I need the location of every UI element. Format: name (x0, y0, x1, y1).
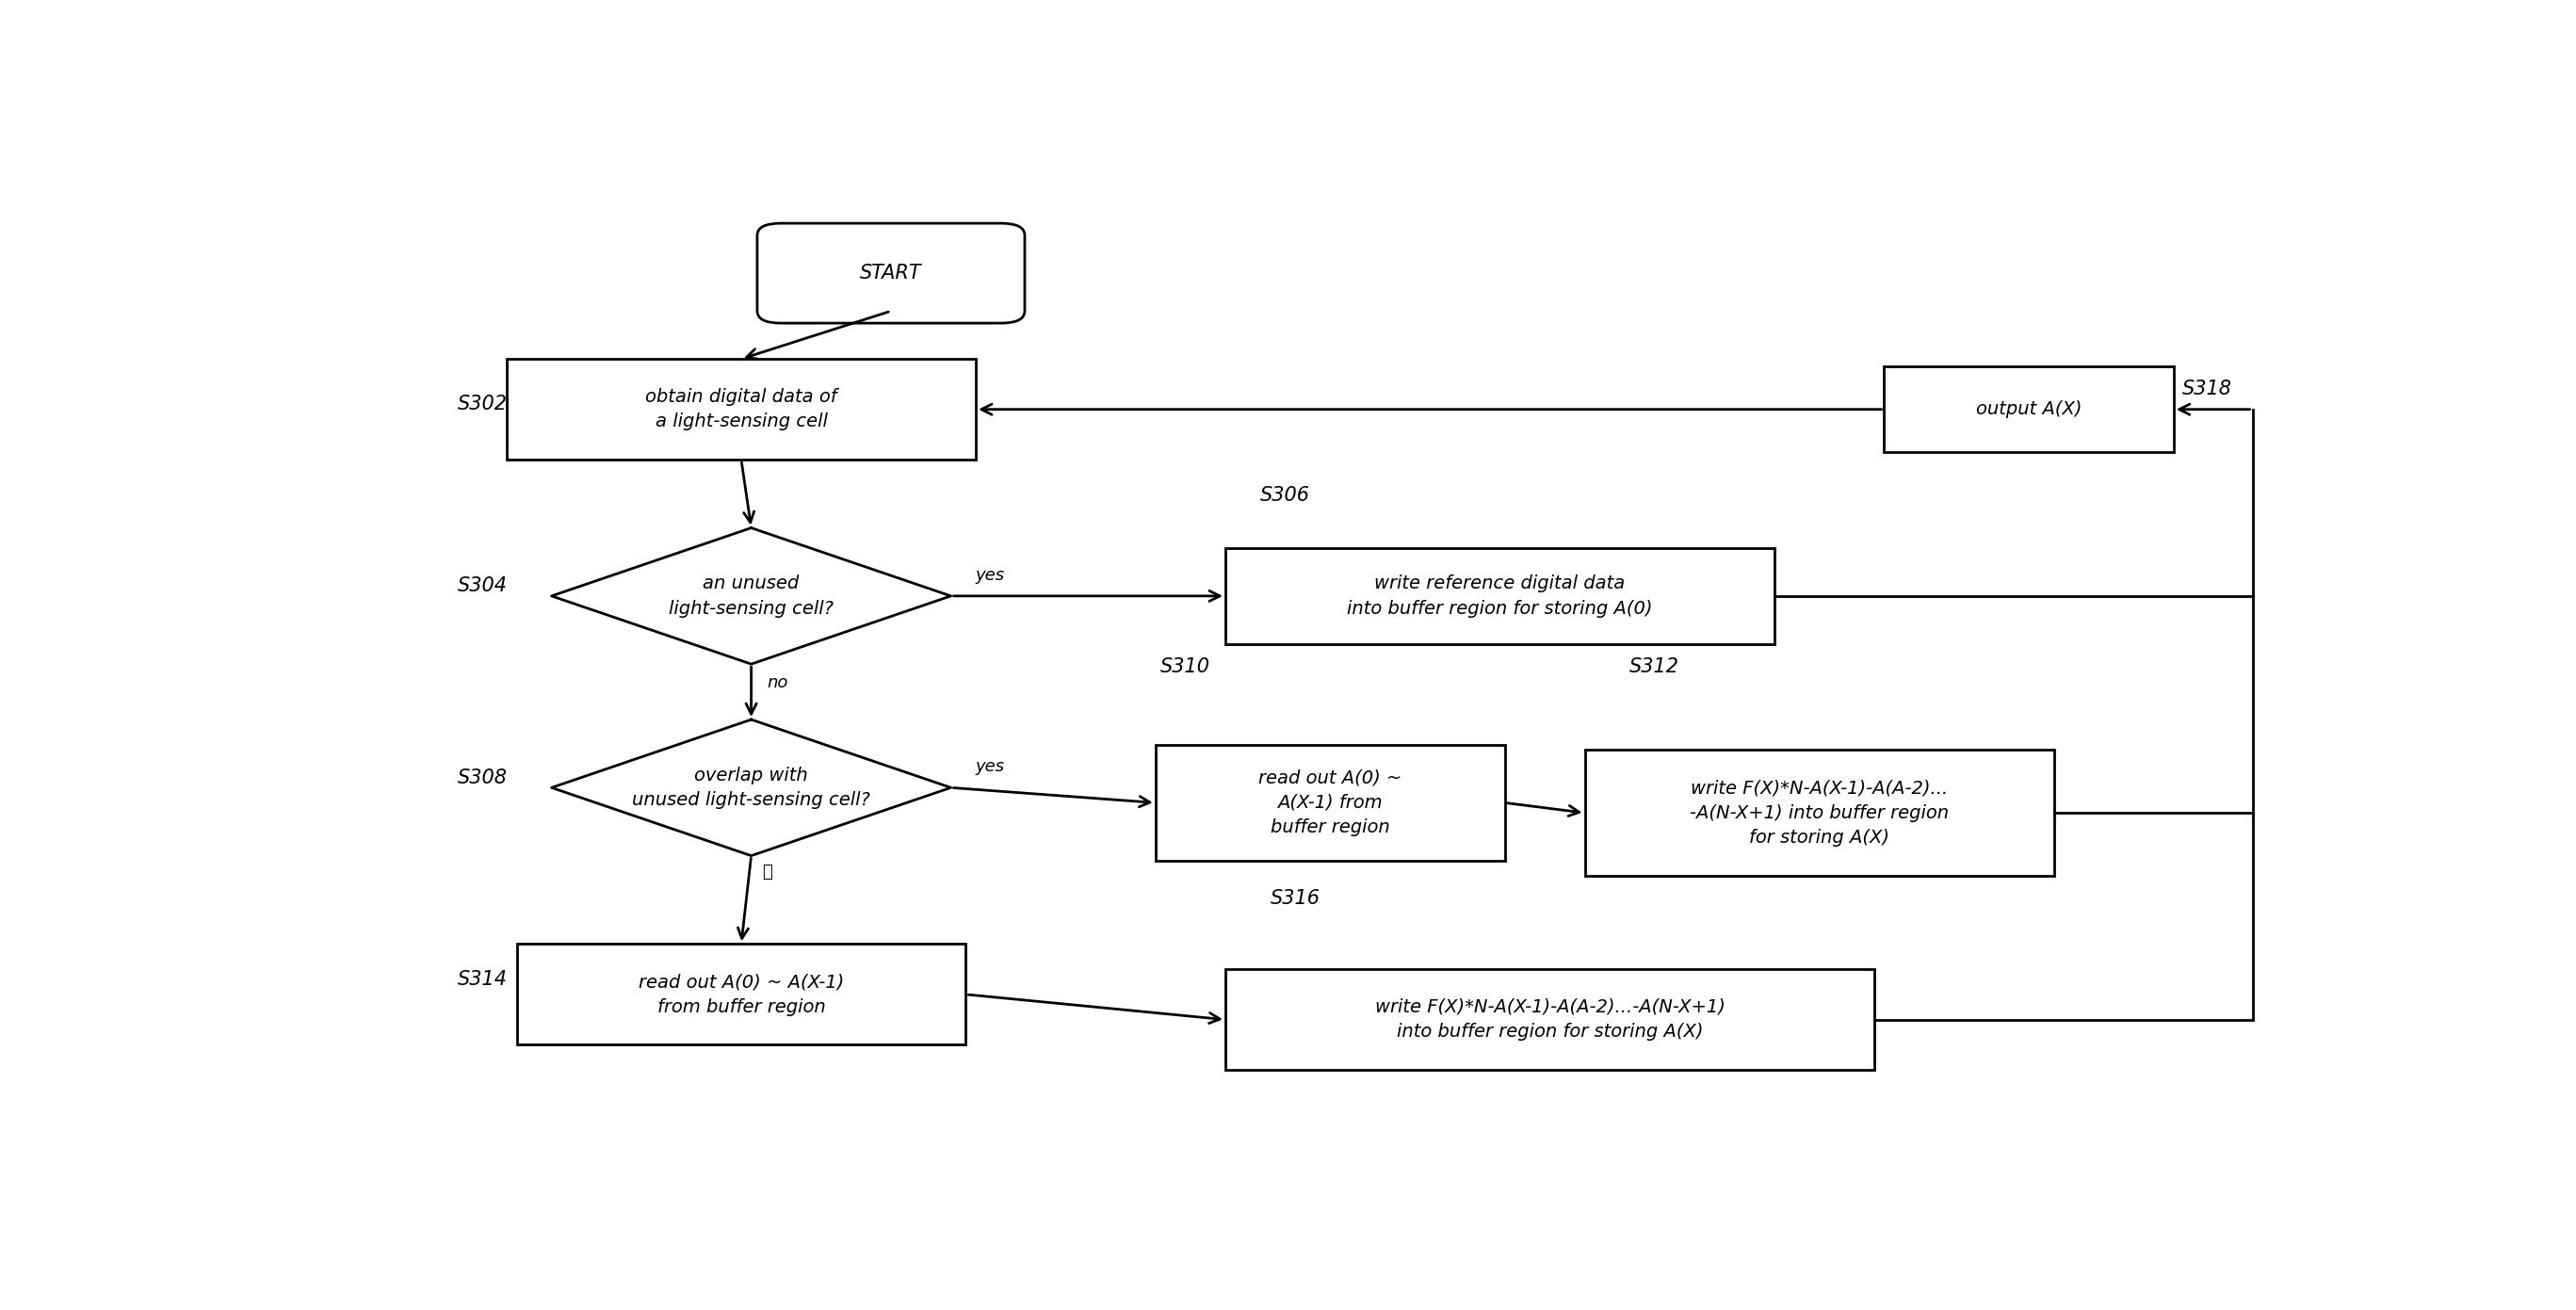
FancyBboxPatch shape (1883, 367, 2174, 452)
Text: 否: 否 (762, 863, 773, 880)
Text: S310: S310 (1159, 658, 1211, 676)
Text: S308: S308 (459, 768, 507, 787)
Text: S306: S306 (1260, 486, 1311, 504)
FancyBboxPatch shape (757, 223, 1025, 324)
Text: S302: S302 (459, 394, 507, 414)
FancyBboxPatch shape (1584, 749, 2053, 876)
Text: S314: S314 (459, 969, 507, 989)
FancyBboxPatch shape (507, 359, 976, 460)
Text: write F(X)*N-A(X-1)-A(A-2)...-A(N-X+1)
into buffer region for storing A(X): write F(X)*N-A(X-1)-A(A-2)...-A(N-X+1) i… (1376, 998, 1726, 1041)
Text: no: no (768, 675, 788, 692)
Text: S318: S318 (2182, 380, 2233, 398)
Text: overlap with
unused light-sensing cell?: overlap with unused light-sensing cell? (631, 766, 871, 810)
Text: yes: yes (974, 567, 1005, 584)
Text: write reference digital data
into buffer region for storing A(0): write reference digital data into buffer… (1347, 575, 1654, 617)
Text: an unused
light-sensing cell?: an unused light-sensing cell? (670, 575, 835, 617)
Text: output A(X): output A(X) (1976, 401, 2081, 418)
FancyBboxPatch shape (518, 945, 966, 1045)
Text: START: START (860, 263, 922, 283)
Text: S312: S312 (1631, 658, 1680, 676)
Polygon shape (551, 719, 951, 855)
Text: read out A(0) ~
A(X-1) from
buffer region: read out A(0) ~ A(X-1) from buffer regio… (1260, 769, 1401, 837)
Text: S316: S316 (1270, 889, 1321, 908)
Polygon shape (551, 528, 951, 664)
FancyBboxPatch shape (1226, 969, 1875, 1070)
FancyBboxPatch shape (1157, 745, 1504, 861)
FancyBboxPatch shape (1226, 548, 1775, 645)
Text: yes: yes (974, 758, 1005, 776)
Text: write F(X)*N-A(X-1)-A(A-2)...
-A(N-X+1) into buffer region
for storing A(X): write F(X)*N-A(X-1)-A(A-2)... -A(N-X+1) … (1690, 779, 1950, 846)
Text: read out A(0) ~ A(X-1)
from buffer region: read out A(0) ~ A(X-1) from buffer regio… (639, 973, 845, 1015)
Text: S304: S304 (459, 576, 507, 595)
Text: obtain digital data of
a light-sensing cell: obtain digital data of a light-sensing c… (647, 388, 837, 431)
